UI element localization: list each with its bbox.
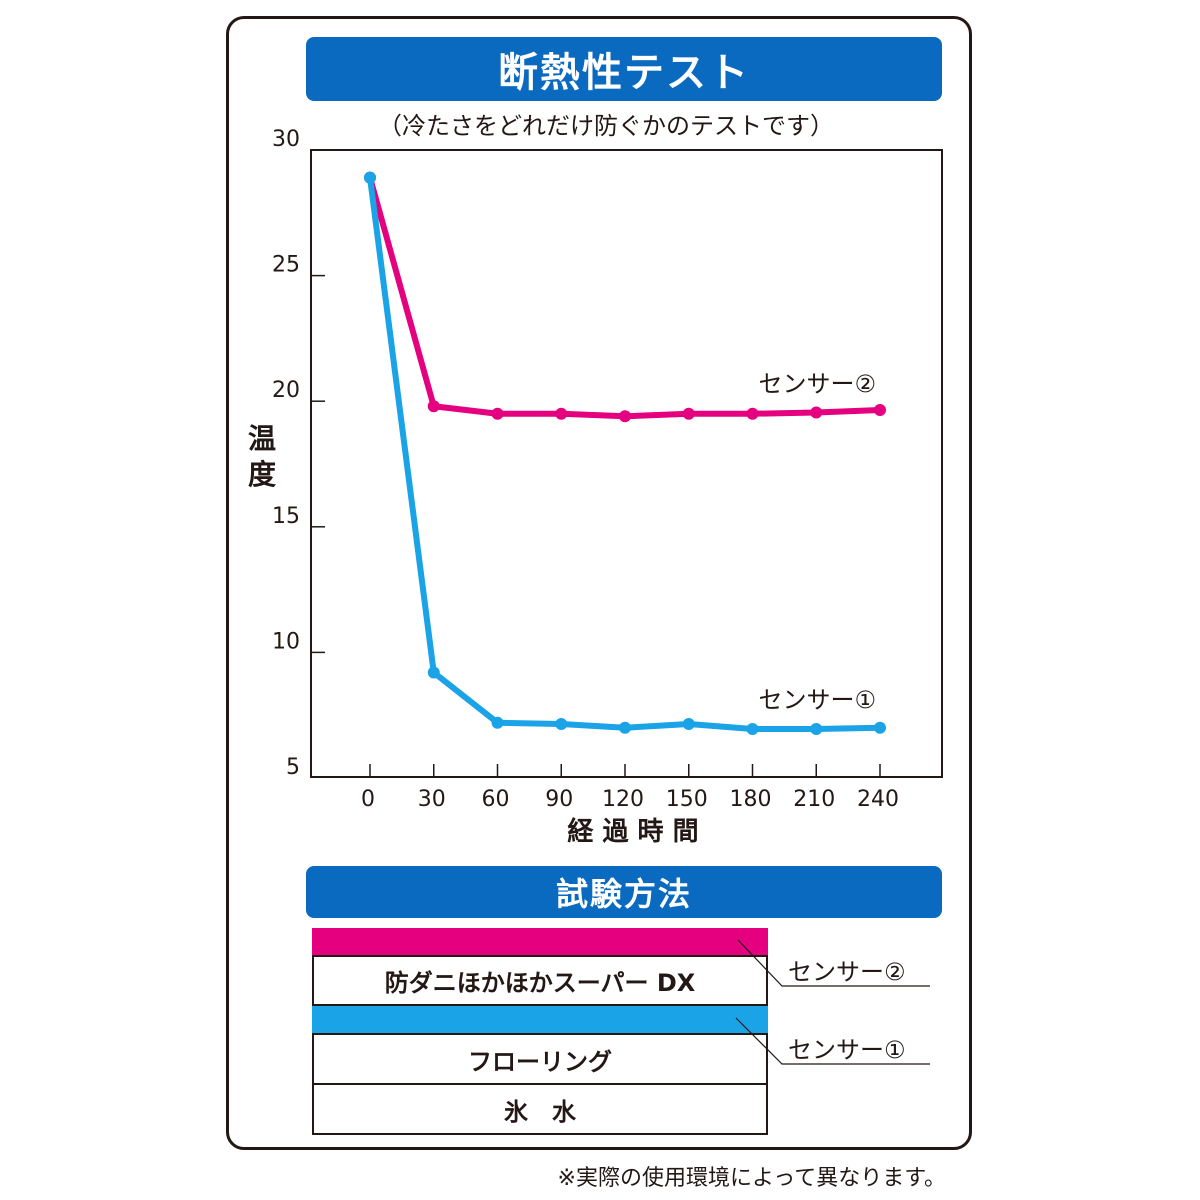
data-point <box>874 403 886 416</box>
data-point <box>746 407 759 420</box>
data-point <box>427 666 440 679</box>
data-point <box>682 407 695 420</box>
y-axis-label-char: 度 <box>248 458 276 491</box>
x-tick-label: 90 <box>545 787 573 812</box>
y-tick-label: 10 <box>272 629 300 654</box>
series-1: センサー② <box>364 171 886 423</box>
data-point <box>874 721 886 734</box>
x-tick-label: 210 <box>793 787 835 812</box>
x-tick-label: 240 <box>857 787 899 812</box>
data-point <box>619 410 631 423</box>
data-point <box>619 721 631 734</box>
x-axis-label: 経 過 時 間 <box>567 816 698 847</box>
series-label: センサー② <box>758 370 876 398</box>
y-tick-label: 5 <box>286 755 300 780</box>
y-tick-label: 15 <box>272 504 300 529</box>
x-tick-label: 150 <box>666 787 708 812</box>
data-point <box>555 717 568 730</box>
data-point <box>491 716 504 729</box>
sensor2-strip <box>312 928 768 955</box>
y-tick-label: 25 <box>272 253 300 278</box>
x-axis: 0 30 60 90 120 150 180 210 240 <box>361 764 899 812</box>
page-title: 断熱性テスト <box>306 37 942 101</box>
x-tick-label: 30 <box>418 787 446 812</box>
series-label: センサー① <box>758 686 876 714</box>
x-tick-label: 60 <box>482 787 510 812</box>
series-2: センサー① <box>364 171 886 736</box>
method-callouts: センサー② センサー① <box>735 939 930 1065</box>
data-point <box>682 717 695 730</box>
sensor2-callout-label: センサー② <box>788 958 906 986</box>
x-tick-label: 180 <box>730 787 772 812</box>
data-point <box>810 406 823 419</box>
layer-product: 防ダニほかほかスーパー DX <box>312 955 768 1006</box>
sensor2-leader-line <box>737 939 930 987</box>
sensor1-leader-line <box>735 1017 930 1065</box>
layer-flooring: フローリング <box>312 1033 768 1085</box>
y-axis-label: 温度 <box>248 422 276 491</box>
y-tick-label: 20 <box>272 378 300 403</box>
plot-frame <box>310 149 943 778</box>
series-line <box>367 174 883 733</box>
data-point <box>555 407 568 420</box>
x-tick-label: 120 <box>602 787 644 812</box>
sensor1-callout-label: センサー① <box>788 1036 906 1064</box>
chart-subtitle: （冷たさをどれだけ防ぐかのテストです） <box>378 112 834 140</box>
y-axis: 5 10 15 20 25 30 <box>272 127 325 780</box>
x-tick-label: 0 <box>361 787 375 812</box>
data-point <box>427 400 440 413</box>
method-title: 試験方法 <box>306 866 942 918</box>
data-point <box>364 171 376 184</box>
y-tick-label: 30 <box>272 127 300 152</box>
temperature-chart: 5 10 15 20 25 30 0 30 60 90 120 150 180 210 240 温度 経 … <box>248 127 943 847</box>
data-point <box>746 723 759 736</box>
data-point <box>491 407 504 420</box>
y-axis-label-char: 温 <box>248 422 276 455</box>
footnote: ※実際の使用環境によって異なります。 <box>557 1166 946 1191</box>
layer-ice-water: 氷 水 <box>312 1085 768 1135</box>
sensor1-strip <box>312 1006 768 1033</box>
data-point <box>810 723 823 736</box>
